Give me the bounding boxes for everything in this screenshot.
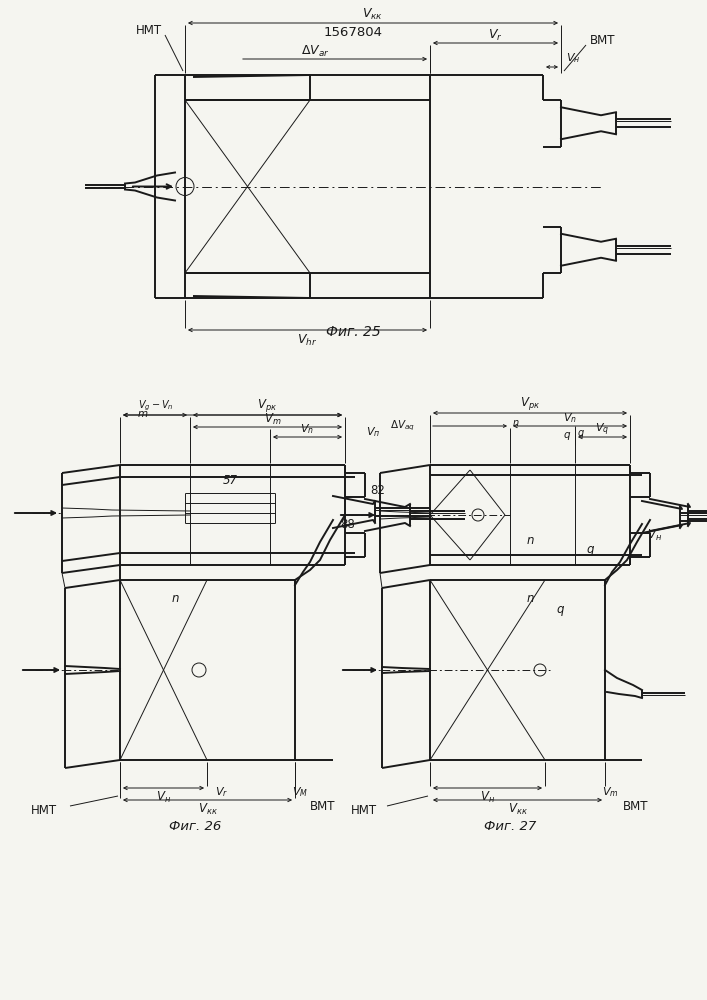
Text: $V_q$: $V_q$ — [595, 422, 609, 438]
Text: $V_н$: $V_н$ — [156, 789, 171, 805]
Text: n: n — [513, 418, 519, 428]
Text: $V_{кк}$: $V_{кк}$ — [197, 801, 218, 817]
Text: ВМТ: ВМТ — [623, 800, 648, 812]
Text: $V_н$: $V_н$ — [648, 527, 662, 543]
Text: Фиг. 26: Фиг. 26 — [169, 820, 221, 832]
Text: Фиг. 27: Фиг. 27 — [484, 820, 536, 832]
Text: Фиг. 25: Фиг. 25 — [326, 325, 380, 339]
Text: q: q — [578, 428, 584, 438]
Text: $V_n$: $V_n$ — [300, 422, 315, 436]
Text: $V_{кк}$: $V_{кк}$ — [363, 6, 383, 22]
Text: $V_n$: $V_n$ — [563, 411, 577, 425]
Text: НМТ: НМТ — [31, 804, 57, 816]
Text: $V_н$: $V_н$ — [480, 789, 495, 805]
Text: q: q — [563, 430, 571, 440]
Text: m: m — [138, 409, 148, 419]
Text: $V_m$: $V_m$ — [264, 411, 281, 427]
Text: 88: 88 — [340, 518, 355, 532]
Text: $V_r$: $V_r$ — [489, 27, 503, 43]
Text: $V_M$: $V_M$ — [292, 785, 308, 799]
Text: $V_r$: $V_r$ — [216, 785, 228, 799]
Text: $V_п$: $V_п$ — [366, 425, 380, 439]
Text: n: n — [526, 534, 534, 546]
Text: 57: 57 — [223, 474, 238, 487]
Text: $V_{рк}$: $V_{рк}$ — [257, 397, 278, 414]
Text: $V_{рк}$: $V_{рк}$ — [520, 395, 540, 412]
Text: q: q — [556, 603, 563, 616]
Text: 82: 82 — [370, 484, 385, 496]
Text: $V_н$: $V_н$ — [566, 51, 580, 65]
Text: $V_{hr}$: $V_{hr}$ — [298, 332, 317, 348]
Text: НМТ: НМТ — [351, 804, 377, 816]
Text: $\Delta V_{ar}$: $\Delta V_{ar}$ — [300, 43, 329, 59]
Text: ВМТ: ВМТ — [590, 33, 616, 46]
Text: n: n — [526, 591, 534, 604]
Text: $V_m$: $V_m$ — [602, 785, 619, 799]
Text: НМТ: НМТ — [136, 23, 162, 36]
Text: q: q — [586, 544, 594, 556]
Text: 1567804: 1567804 — [324, 25, 382, 38]
Text: $V_g - V_n$: $V_g - V_n$ — [138, 399, 174, 413]
Text: n: n — [171, 591, 179, 604]
Text: $\Delta V_{aq}$: $\Delta V_{aq}$ — [390, 419, 415, 433]
Text: ВМТ: ВМТ — [310, 800, 336, 812]
Text: $V_{кк}$: $V_{кк}$ — [508, 801, 527, 817]
